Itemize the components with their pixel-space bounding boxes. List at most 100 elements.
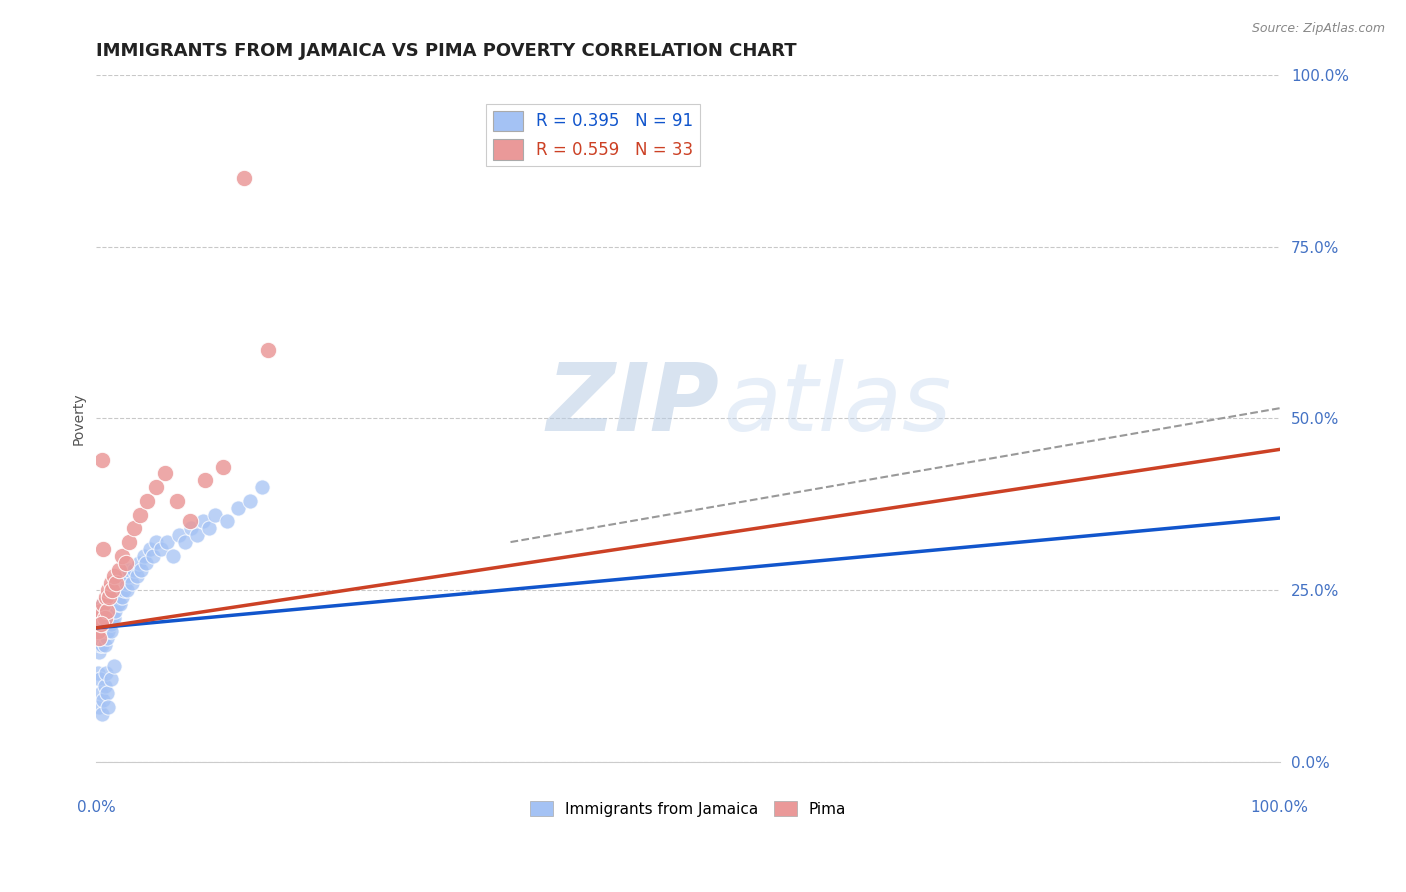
Point <box>118 535 141 549</box>
Point <box>250 480 273 494</box>
Point <box>142 549 165 563</box>
Point <box>104 604 127 618</box>
Point <box>180 521 202 535</box>
Point <box>90 604 112 618</box>
Point <box>108 597 131 611</box>
Point <box>96 686 118 700</box>
Point <box>121 576 143 591</box>
Text: 100.0%: 100.0% <box>1251 799 1309 814</box>
Point <box>93 541 115 556</box>
Point <box>138 541 160 556</box>
Point <box>94 590 117 604</box>
Point <box>96 604 118 618</box>
Point <box>105 583 128 598</box>
Point <box>194 473 217 487</box>
Point <box>89 673 111 687</box>
Point <box>87 631 110 645</box>
Point <box>132 549 155 563</box>
Point <box>239 494 262 508</box>
Point <box>103 658 125 673</box>
Point <box>101 604 124 618</box>
Point <box>93 693 115 707</box>
Point <box>191 515 214 529</box>
Point <box>108 562 131 576</box>
Point <box>98 610 121 624</box>
Point <box>228 500 250 515</box>
Point <box>233 171 256 186</box>
Point <box>100 576 122 591</box>
Point <box>90 604 112 618</box>
Point <box>90 617 112 632</box>
Point <box>115 556 138 570</box>
Point <box>215 515 238 529</box>
Point <box>97 583 120 598</box>
Point <box>89 624 111 639</box>
Point <box>150 541 173 556</box>
Point <box>100 617 122 632</box>
Point <box>94 665 117 680</box>
Point <box>162 549 184 563</box>
Point <box>87 699 110 714</box>
Point <box>90 631 112 645</box>
Point <box>118 562 141 576</box>
Point <box>94 624 117 639</box>
Point <box>90 617 112 632</box>
Point <box>91 597 114 611</box>
Point <box>135 556 157 570</box>
Point <box>197 521 219 535</box>
Point <box>91 706 114 721</box>
Point <box>93 624 115 639</box>
Point <box>89 617 111 632</box>
Point <box>91 638 114 652</box>
Point <box>108 590 131 604</box>
Point <box>100 624 122 639</box>
Point <box>91 610 114 624</box>
Point <box>112 583 135 598</box>
Point <box>94 604 117 618</box>
Point <box>89 638 111 652</box>
Point <box>100 604 122 618</box>
Point <box>128 556 150 570</box>
Text: IMMIGRANTS FROM JAMAICA VS PIMA POVERTY CORRELATION CHART: IMMIGRANTS FROM JAMAICA VS PIMA POVERTY … <box>97 42 797 60</box>
Text: Source: ZipAtlas.com: Source: ZipAtlas.com <box>1251 22 1385 36</box>
Point <box>87 631 110 645</box>
Point <box>93 679 115 693</box>
Point <box>86 665 108 680</box>
Legend: R = 0.395   N = 91, R = 0.559   N = 33: R = 0.395 N = 91, R = 0.559 N = 33 <box>486 104 700 167</box>
Point <box>110 576 132 591</box>
Point <box>97 624 120 639</box>
Point <box>90 686 112 700</box>
Point <box>98 590 121 604</box>
Point <box>122 562 145 576</box>
Point <box>153 467 176 481</box>
Point <box>167 528 190 542</box>
Point <box>93 610 115 624</box>
Point <box>100 583 122 598</box>
Point <box>91 452 114 467</box>
Point <box>174 535 197 549</box>
Point <box>104 590 127 604</box>
Point <box>93 604 115 618</box>
Point <box>115 576 138 591</box>
Point <box>156 535 179 549</box>
Point <box>100 597 122 611</box>
Point <box>93 617 115 632</box>
Point <box>97 699 120 714</box>
Point <box>87 610 110 624</box>
Point <box>93 597 115 611</box>
Point <box>108 583 131 598</box>
Point <box>97 617 120 632</box>
Text: ZIP: ZIP <box>546 359 718 450</box>
Point <box>100 673 122 687</box>
Point <box>100 610 122 624</box>
Point <box>186 528 208 542</box>
Point <box>145 535 167 549</box>
Point <box>96 610 118 624</box>
Point <box>131 562 153 576</box>
Point <box>122 521 145 535</box>
Point <box>86 638 108 652</box>
Point <box>103 610 125 624</box>
Point <box>129 508 152 522</box>
Point <box>166 494 188 508</box>
Point <box>204 508 226 522</box>
